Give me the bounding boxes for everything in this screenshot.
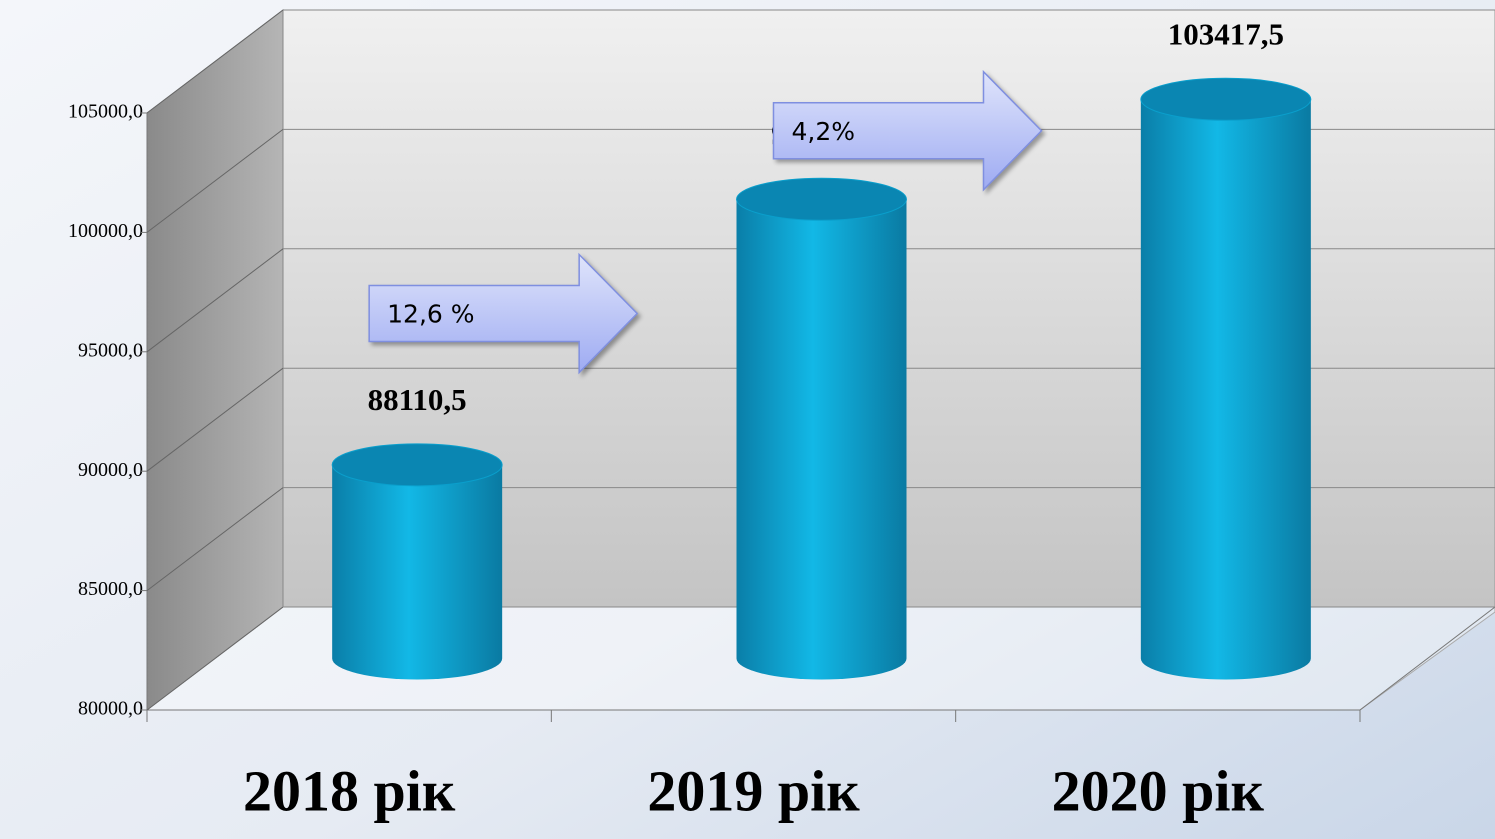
value-label: 103417,5 — [1168, 16, 1284, 51]
side-wall — [146, 8, 284, 712]
x-tick-label: 2018 рік — [243, 758, 456, 823]
y-tick-label: 95000,0 — [78, 339, 143, 361]
x-tick-label: 2020 рік — [1052, 758, 1265, 823]
floor-edge — [1359, 606, 1495, 711]
arrow — [368, 252, 639, 375]
y-tick-label: 80000,0 — [78, 698, 143, 720]
bar — [332, 464, 503, 680]
annotation: 12,6 % — [387, 300, 474, 329]
bar-top — [331, 443, 503, 487]
y-tick-label: 85000,0 — [78, 578, 143, 600]
grid-line — [146, 606, 284, 711]
y-tick-label: 100000,0 — [68, 220, 143, 242]
y-tick-label: 105000,0 — [68, 101, 143, 123]
bar — [736, 199, 907, 680]
y-tick-label: 90000,0 — [78, 459, 143, 481]
bar-top — [736, 177, 907, 221]
value-label: 88110,5 — [368, 382, 467, 417]
grid-line — [146, 248, 284, 353]
grid-line — [146, 9, 284, 114]
bar — [1140, 99, 1311, 680]
bar-top — [1140, 77, 1312, 121]
annotation: 4,2% — [792, 117, 856, 146]
x-tick-label: 2019 рік — [647, 758, 860, 823]
grid-line — [146, 487, 284, 591]
grid-line — [146, 129, 284, 233]
grid-line — [146, 367, 284, 472]
arrow — [772, 69, 1043, 192]
